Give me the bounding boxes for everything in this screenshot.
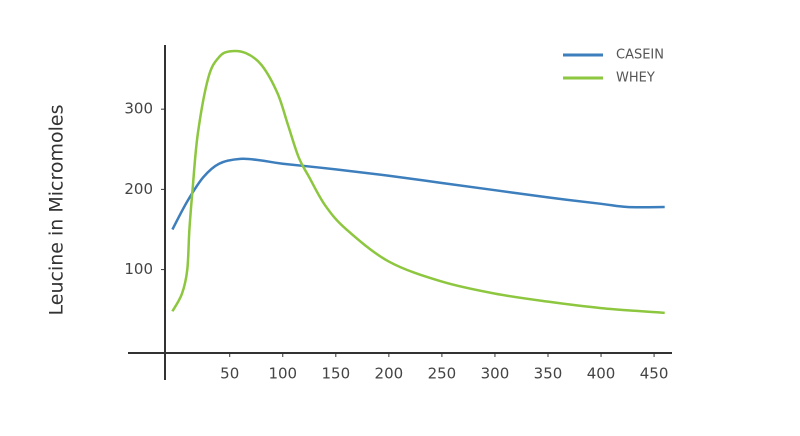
x-tick-label: 100 — [268, 365, 297, 383]
x-tick-label: 300 — [481, 365, 510, 383]
y-tick-label: 300 — [124, 100, 153, 118]
x-tick-label: 150 — [321, 365, 350, 383]
line — [171, 49, 665, 315]
y-axis-label: Leucine in Micromoles — [46, 105, 68, 316]
legend-label: CASEIN — [616, 48, 664, 63]
x-tick-label: 350 — [534, 365, 563, 383]
x-tick-label: 250 — [428, 365, 457, 383]
x-tick-label: 50 — [220, 365, 239, 383]
y-tick-label: 100 — [124, 260, 153, 278]
x-tick-label: 200 — [375, 365, 404, 383]
x-tick-label: 400 — [587, 365, 616, 383]
line — [171, 157, 665, 231]
x-tick-label: 450 — [640, 365, 669, 383]
legend-label: WHEY — [616, 71, 655, 86]
y-tick-label: 200 — [124, 180, 153, 198]
